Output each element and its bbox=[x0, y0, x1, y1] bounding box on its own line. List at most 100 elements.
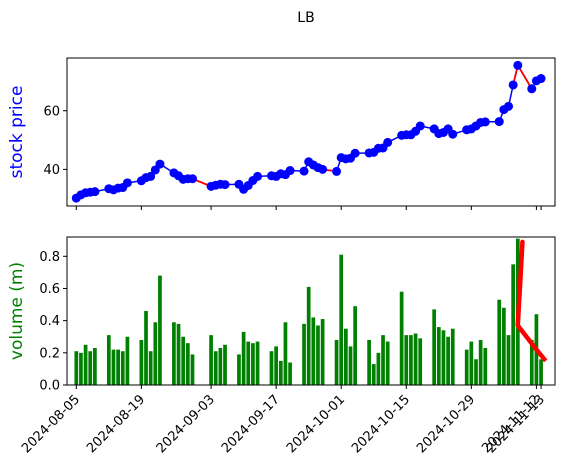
volume-bar bbox=[464, 349, 469, 385]
volume-bar bbox=[269, 351, 274, 385]
volume-bar bbox=[223, 344, 227, 385]
volume-x-tick-label: 2024-10-15 bbox=[349, 392, 413, 456]
volume-line bbox=[515, 239, 548, 363]
price-point bbox=[350, 148, 360, 158]
price-y-tick-label: 60 bbox=[43, 104, 60, 119]
volume-bar bbox=[469, 341, 474, 385]
volume-bar bbox=[213, 351, 218, 385]
volume-y-tick-label: 0.2 bbox=[39, 346, 60, 361]
price-point bbox=[146, 171, 156, 181]
volume-bar bbox=[176, 323, 181, 385]
volume-bar bbox=[181, 336, 186, 385]
price-point bbox=[122, 178, 132, 188]
price-point bbox=[536, 74, 546, 84]
volume-x-tick-label: 2024-10-01 bbox=[284, 392, 348, 456]
volume-bar bbox=[348, 346, 353, 385]
volume-y-tick-label: 0.0 bbox=[39, 379, 60, 394]
price-point bbox=[220, 180, 230, 190]
volume-bar bbox=[334, 339, 339, 385]
volume-bar bbox=[320, 319, 325, 385]
volume-bar bbox=[246, 341, 251, 385]
volume-bar bbox=[413, 333, 418, 385]
price-axes-frame bbox=[66, 57, 556, 207]
volume-bar bbox=[125, 336, 130, 385]
price-y-axis-label: stock price bbox=[7, 86, 27, 179]
volume-bar bbox=[153, 322, 158, 385]
price-point bbox=[504, 101, 514, 111]
volume-bar bbox=[185, 343, 190, 385]
volume-x-tick-label: 2024-09-17 bbox=[219, 392, 283, 456]
volume-bar bbox=[172, 322, 176, 385]
volume-y-axis-label: volume (m) bbox=[7, 262, 27, 360]
volume-bar bbox=[251, 343, 255, 385]
volume-bar bbox=[306, 286, 311, 385]
price-x-ticks bbox=[75, 206, 542, 210]
volume-bar bbox=[311, 317, 316, 385]
volume-bar bbox=[432, 309, 437, 385]
volume-x-tick-label: 2024-11-13 bbox=[484, 392, 548, 456]
price-point bbox=[448, 129, 458, 139]
volume-bar bbox=[511, 264, 516, 385]
volume-bar bbox=[316, 325, 320, 385]
price-y-tick-label: 40 bbox=[43, 163, 60, 178]
price-point bbox=[480, 117, 490, 127]
volume-bar bbox=[344, 328, 348, 385]
volume-bar bbox=[399, 291, 404, 385]
price-point bbox=[155, 159, 165, 169]
figure-title: LB bbox=[297, 10, 314, 26]
volume-bar bbox=[474, 359, 478, 385]
volume-panel: 0.00.20.40.60.8 2024-08-05 2024-08-19 2024… bbox=[7, 236, 556, 456]
volume-x-tick-label: 2024-10-29 bbox=[414, 392, 478, 456]
volume-bar bbox=[88, 351, 93, 385]
volume-y-tick-label: 0.6 bbox=[39, 282, 60, 297]
price-point bbox=[187, 174, 197, 184]
volume-bar bbox=[302, 323, 306, 385]
price-point bbox=[513, 60, 523, 70]
price-point bbox=[527, 84, 537, 94]
volume-bar bbox=[376, 352, 381, 385]
price-point bbox=[494, 117, 504, 127]
volume-bar bbox=[93, 348, 97, 385]
volume-bar bbox=[274, 346, 278, 385]
volume-bar bbox=[539, 359, 543, 385]
volume-bar bbox=[237, 354, 241, 385]
volume-bar bbox=[148, 351, 153, 385]
volume-bar bbox=[158, 275, 162, 385]
volume-bar bbox=[278, 360, 283, 385]
price-point bbox=[253, 171, 263, 181]
volume-bar bbox=[450, 328, 455, 385]
volume-red-line bbox=[515, 239, 548, 363]
volume-bar bbox=[446, 336, 450, 385]
volume-bar bbox=[241, 331, 246, 385]
volume-bar bbox=[83, 344, 88, 385]
volume-bar bbox=[367, 339, 371, 385]
volume-bar bbox=[111, 349, 116, 385]
price-point bbox=[299, 166, 309, 176]
volume-bar bbox=[436, 327, 441, 385]
volume-bar bbox=[478, 339, 483, 385]
volume-bar bbox=[255, 341, 260, 385]
price-point bbox=[332, 166, 342, 176]
volume-bar bbox=[506, 335, 511, 385]
volume-bar bbox=[409, 335, 413, 385]
price-points bbox=[71, 60, 546, 203]
volume-bar bbox=[339, 254, 344, 385]
price-y-ticks: 40 60 bbox=[43, 104, 67, 178]
price-point bbox=[415, 121, 425, 131]
volume-x-ticks: 2024-08-05 2024-08-19 2024-09-03 2024-09-17… bbox=[19, 385, 548, 456]
volume-bar bbox=[218, 348, 223, 385]
volume-bar bbox=[190, 354, 195, 385]
price-panel: 40 60 stock price bbox=[7, 57, 556, 210]
volume-bar bbox=[385, 341, 390, 385]
price-point bbox=[383, 137, 393, 147]
volume-bar bbox=[353, 306, 358, 385]
price-point bbox=[508, 80, 518, 90]
volume-bar bbox=[404, 335, 409, 385]
volume-x-tick-label: 2024-08-19 bbox=[84, 392, 148, 456]
volume-bar bbox=[139, 339, 144, 385]
volume-bar bbox=[381, 335, 385, 385]
volume-y-tick-label: 0.4 bbox=[39, 314, 60, 329]
price-point bbox=[285, 166, 295, 176]
price-point bbox=[90, 187, 100, 197]
